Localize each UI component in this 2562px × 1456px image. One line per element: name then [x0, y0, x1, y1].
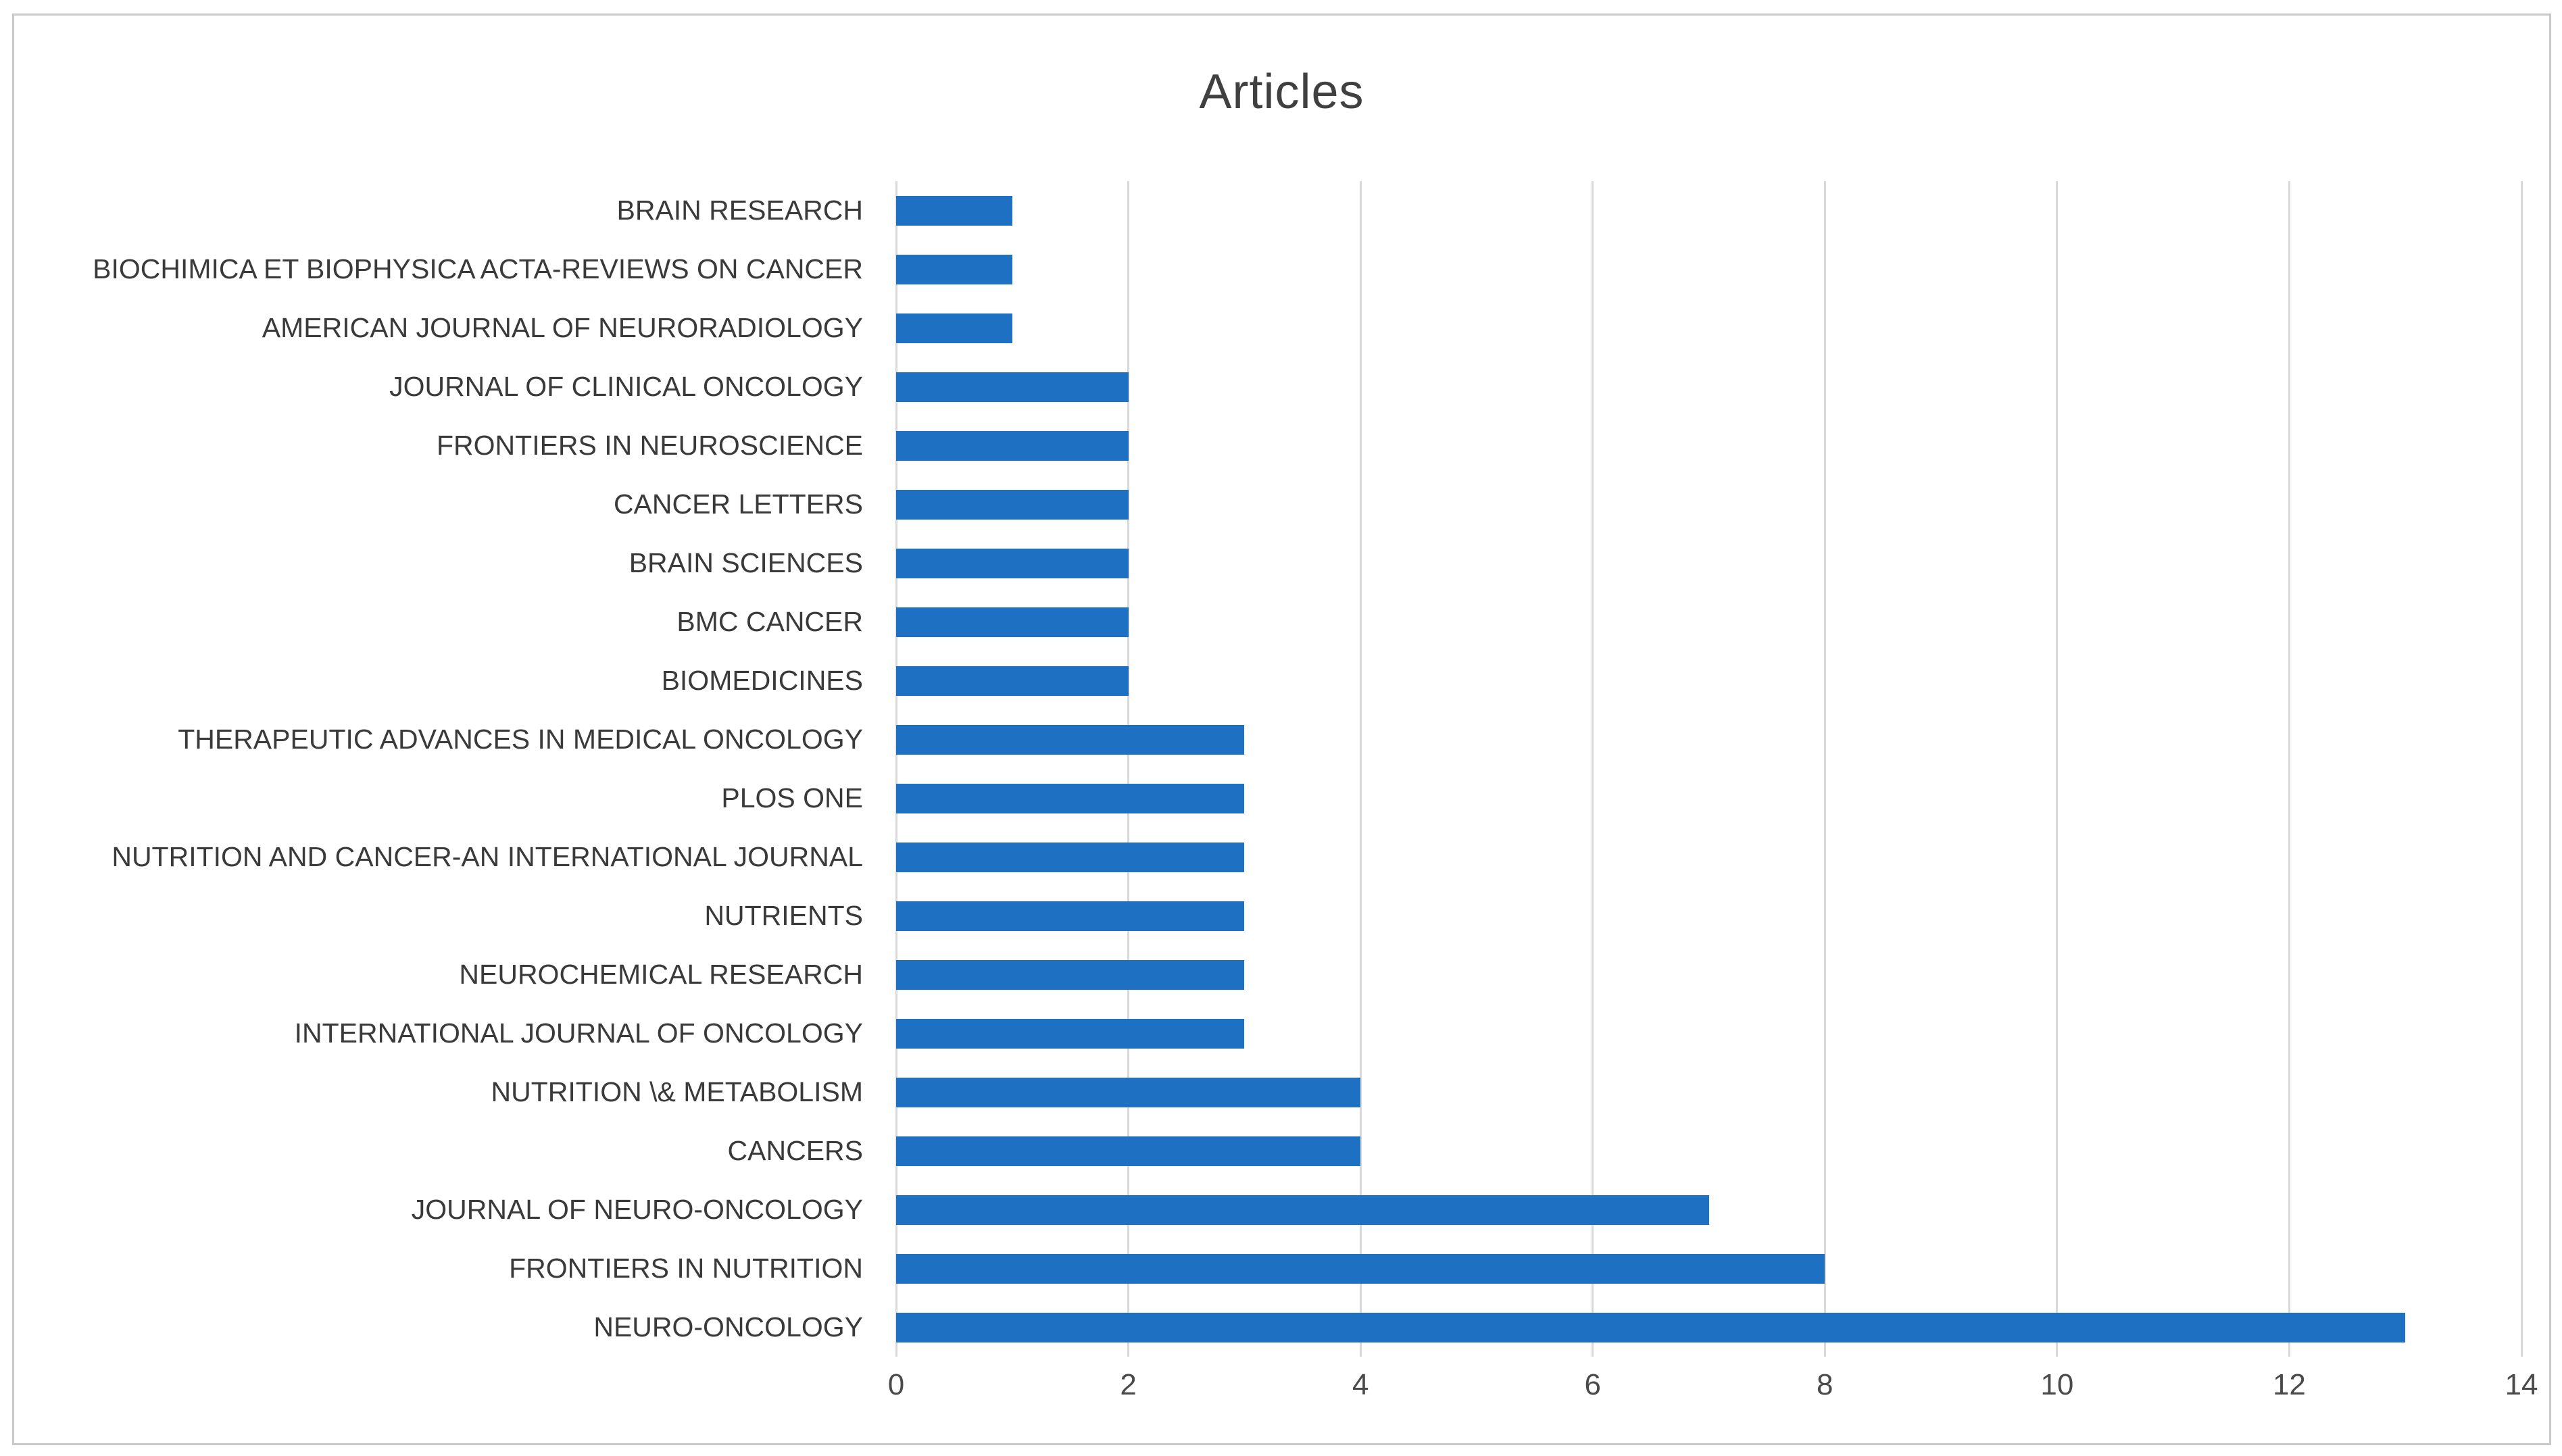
category-label-text: PLOS ONE — [721, 782, 863, 813]
category-label-text: BMC CANCER — [676, 606, 863, 637]
bar-5 — [896, 489, 1129, 520]
category-label-19: NEURO-ONCOLOGY — [14, 1298, 879, 1357]
bar-17 — [896, 1195, 1709, 1225]
gridline-x-6 — [1592, 181, 1594, 1357]
bar-10 — [896, 783, 1245, 813]
gridline-x-14 — [2520, 181, 2523, 1357]
category-label-text: BIOCHIMICA ET BIOPHYSICA ACTA-REVIEWS ON… — [93, 253, 863, 284]
category-label-2: AMERICAN JOURNAL OF NEURORADIOLOGY — [14, 299, 879, 357]
category-label-16: CANCERS — [14, 1122, 879, 1180]
bar-19 — [896, 1312, 2406, 1342]
category-label-text: NUTRITION \& METABOLISM — [491, 1076, 864, 1107]
bar-18 — [896, 1253, 1825, 1284]
bar-3 — [896, 372, 1129, 402]
category-label-8: BIOMEDICINES — [14, 651, 879, 710]
category-label-text: NEUROCHEMICAL RESEARCH — [459, 959, 863, 990]
category-label-text: CANCER LETTERS — [613, 488, 863, 520]
category-axis-labels: BRAIN RESEARCH BIOCHIMICA ET BIOPHYSICA A… — [14, 181, 879, 1357]
category-label-17: JOURNAL OF NEURO-ONCOLOGY — [14, 1180, 879, 1239]
bar-1 — [896, 254, 1012, 284]
x-tick-label-8: 8 — [1817, 1368, 1833, 1401]
category-label-13: NEUROCHEMICAL RESEARCH — [14, 945, 879, 1004]
chart-frame: Articles BRAIN RESEARCH BIOCHIMICA ET BIO… — [12, 14, 2551, 1445]
category-label-text: FRONTIERS IN NUTRITION — [509, 1253, 863, 1284]
category-label-text: NEURO-ONCOLOGY — [593, 1311, 863, 1342]
category-label-1: BIOCHIMICA ET BIOPHYSICA ACTA-REVIEWS ON… — [14, 240, 879, 299]
value-axis-ticks: 0 2 4 6 8 10 12 14 — [888, 1368, 2538, 1422]
category-label-text: JOURNAL OF NEURO-ONCOLOGY — [411, 1194, 863, 1225]
category-label-0: BRAIN RESEARCH — [14, 181, 879, 240]
gridline-x-2 — [1127, 181, 1130, 1357]
category-label-18: FRONTIERS IN NUTRITION — [14, 1239, 879, 1298]
gridline-x-8 — [1823, 181, 1826, 1357]
gridline-x-0 — [895, 181, 897, 1357]
category-label-7: BMC CANCER — [14, 593, 879, 651]
category-label-text: AMERICAN JOURNAL OF NEURORADIOLOGY — [262, 312, 863, 343]
bar-8 — [896, 666, 1129, 696]
category-label-12: NUTRIENTS — [14, 886, 879, 945]
bar-16 — [896, 1136, 1361, 1166]
bar-2 — [896, 313, 1012, 343]
x-tick-label-14: 14 — [2505, 1368, 2538, 1401]
category-label-15: NUTRITION \& METABOLISM — [14, 1063, 879, 1122]
category-label-11: NUTRITION AND CANCER-AN INTERNATIONAL JO… — [14, 828, 879, 886]
bar-7 — [896, 607, 1129, 637]
x-tick-label-2: 2 — [1120, 1368, 1137, 1401]
bar-13 — [896, 959, 1245, 990]
category-label-text: FRONTIERS IN NEUROSCIENCE — [437, 430, 863, 461]
bar-0 — [896, 195, 1012, 226]
category-label-9: THERAPEUTIC ADVANCES IN MEDICAL ONCOLOGY — [14, 710, 879, 769]
category-label-6: BRAIN SCIENCES — [14, 534, 879, 593]
category-label-14: INTERNATIONAL JOURNAL OF ONCOLOGY — [14, 1004, 879, 1063]
bar-9 — [896, 724, 1245, 755]
x-tick-label-10: 10 — [2040, 1368, 2074, 1401]
category-label-5: CANCER LETTERS — [14, 475, 879, 534]
category-label-text: BIOMEDICINES — [661, 665, 863, 696]
bar-11 — [896, 842, 1245, 872]
gridline-x-12 — [2288, 181, 2290, 1357]
category-label-text: JOURNAL OF CLINICAL ONCOLOGY — [389, 371, 863, 402]
chart-title: Articles — [1199, 65, 1364, 119]
gridline-x-10 — [2056, 181, 2059, 1357]
plot-area — [895, 181, 2523, 1357]
category-label-text: THERAPEUTIC ADVANCES IN MEDICAL ONCOLOGY — [178, 724, 863, 755]
bar-6 — [896, 548, 1129, 578]
category-label-4: FRONTIERS IN NEUROSCIENCE — [14, 416, 879, 475]
category-label-text: INTERNATIONAL JOURNAL OF ONCOLOGY — [294, 1018, 863, 1049]
category-label-text: BRAIN RESEARCH — [616, 195, 863, 226]
x-tick-label-6: 6 — [1584, 1368, 1601, 1401]
category-label-text: BRAIN SCIENCES — [629, 547, 863, 578]
gridline-x-4 — [1359, 181, 1362, 1357]
category-label-3: JOURNAL OF CLINICAL ONCOLOGY — [14, 357, 879, 416]
bar-12 — [896, 901, 1245, 931]
bar-14 — [896, 1018, 1245, 1049]
bar-15 — [896, 1077, 1361, 1107]
category-label-text: CANCERS — [727, 1135, 863, 1166]
x-tick-label-4: 4 — [1352, 1368, 1369, 1401]
bar-4 — [896, 430, 1129, 461]
x-tick-label-0: 0 — [887, 1368, 905, 1401]
category-label-10: PLOS ONE — [14, 769, 879, 828]
category-label-text: NUTRIENTS — [704, 900, 863, 931]
category-label-text: NUTRITION AND CANCER-AN INTERNATIONAL JO… — [112, 841, 863, 872]
x-tick-label-12: 12 — [2272, 1368, 2306, 1401]
